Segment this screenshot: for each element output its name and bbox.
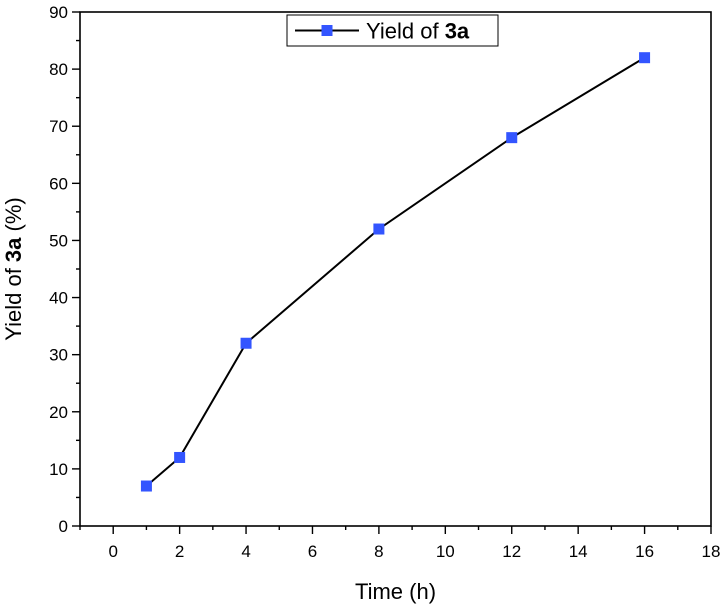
y-tick-label: 40 (49, 289, 68, 308)
x-tick-label: 12 (502, 542, 521, 561)
x-axis-ticks: 0 2 4 6 8 10 12 14 16 18 (79, 526, 721, 561)
y-tick-label: 30 (49, 346, 68, 365)
y-tick-label: 20 (49, 403, 68, 422)
x-tick-label: 10 (436, 542, 455, 561)
data-point (639, 52, 651, 64)
y-tick-label: 50 (49, 231, 68, 250)
data-point (174, 451, 186, 463)
series-line-group (145, 56, 646, 487)
y-axis-title-prefix: Yield of (1, 262, 26, 341)
x-tick-label: 16 (635, 542, 654, 561)
x-tick-label: 6 (308, 542, 317, 561)
series-line (145, 56, 646, 487)
data-point (373, 223, 385, 235)
x-tick-label: 2 (175, 542, 184, 561)
y-tick-label: 0 (59, 517, 68, 536)
data-point (506, 132, 518, 144)
series-points-group (140, 52, 651, 492)
legend-marker-swatch (321, 25, 333, 36)
legend-label: Yield of 3a (366, 19, 470, 44)
x-axis-title: Time (h) (355, 579, 436, 604)
legend: Yield of 3a (286, 14, 499, 47)
y-tick-label: 70 (49, 117, 68, 136)
legend-label-bold: 3a (445, 19, 470, 44)
legend-label-text: Yield of (366, 19, 445, 44)
y-tick-label: 10 (49, 460, 68, 479)
y-tick-label: 60 (49, 174, 68, 193)
y-tick-label: 90 (49, 3, 68, 22)
y-axis-title-bold: 3a (1, 237, 26, 262)
plot-frame (79, 11, 712, 527)
x-tick-label: 4 (241, 542, 250, 561)
x-tick-label: 0 (108, 542, 117, 561)
plot-border (79, 11, 712, 527)
y-axis-title: Yield of 3a (%) (1, 197, 26, 341)
x-tick-label: 18 (702, 542, 721, 561)
y-tick-label: 80 (49, 60, 68, 79)
data-point (140, 480, 152, 492)
y-axis-title-suffix: (%) (1, 197, 26, 237)
x-tick-label: 8 (374, 542, 383, 561)
x-tick-label: 14 (569, 542, 588, 561)
y-axis-ticks: 0 10 20 30 40 50 60 70 80 90 (49, 3, 80, 536)
data-point (240, 337, 252, 349)
